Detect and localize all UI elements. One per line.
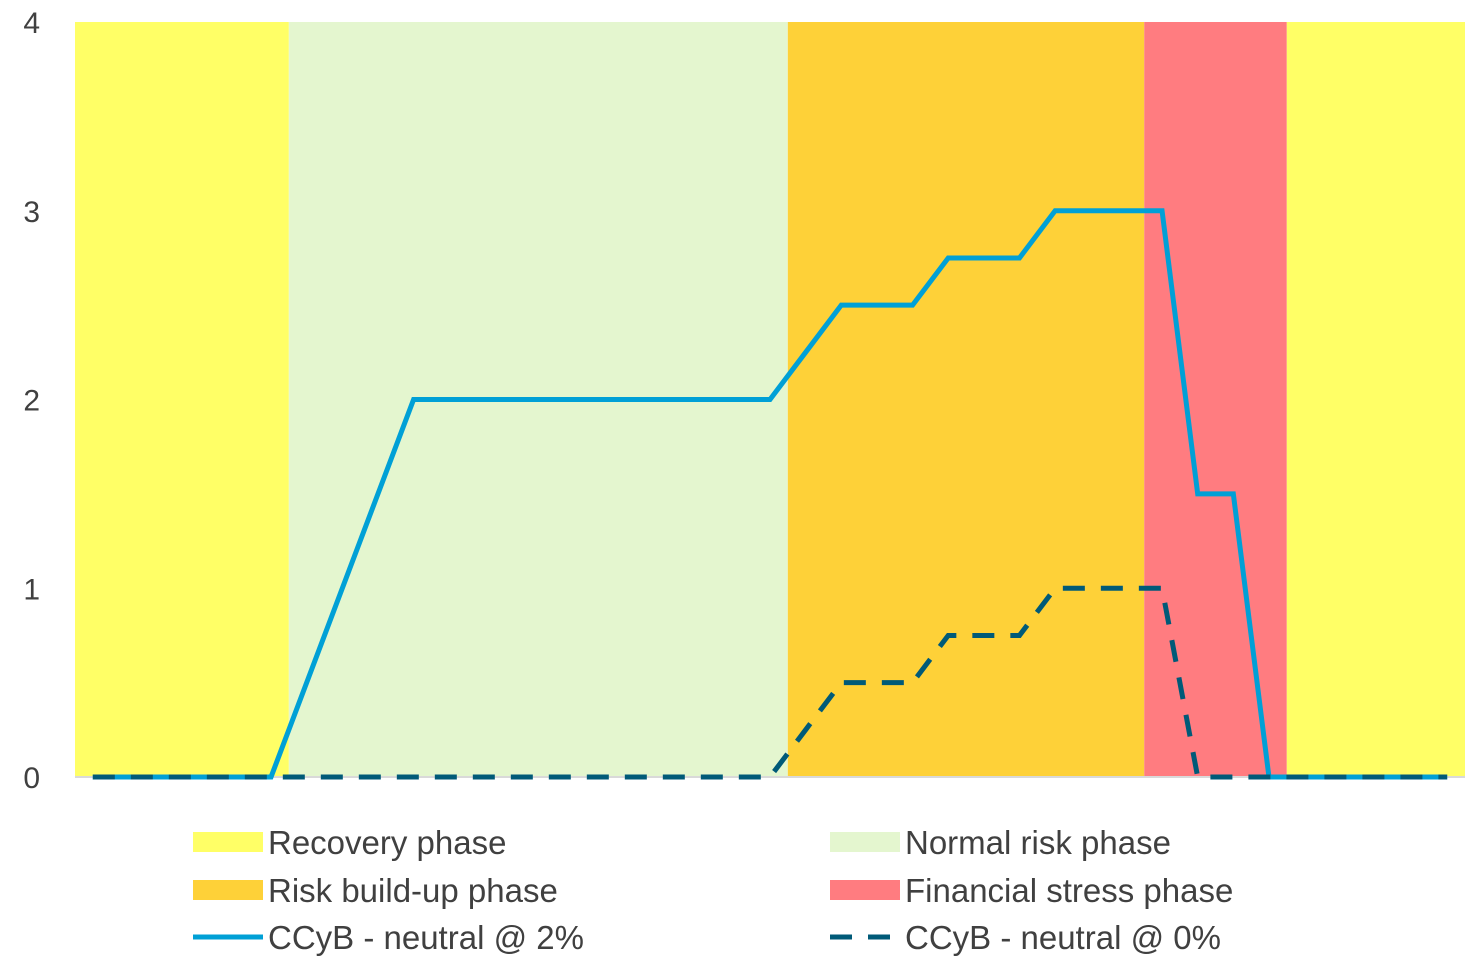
legend-item-recovery-phase: Recovery phase [193,824,506,861]
phase-band-recovery-phase-0 [75,22,289,777]
phase-band-financial-stress-phase-3 [1144,22,1287,777]
legend-label: Recovery phase [268,824,506,861]
y-tick-label-1: 1 [23,573,40,606]
legend-swatch [830,880,900,900]
legend: Recovery phase Normal risk phase Risk buil… [193,824,1233,956]
legend-label: Financial stress phase [905,872,1233,909]
legend-label: CCyB - neutral @ 0% [905,919,1221,956]
phase-band-risk-build-up-phase-2 [787,22,1145,777]
legend-item-risk-build-up-phase: Risk build-up phase [193,872,558,909]
series-line-ccyb-neutral-0 [92,585,1448,780]
y-tick-label-2: 2 [23,385,40,418]
legend-label: CCyB - neutral @ 2% [268,919,584,956]
y-tick-label-0: 0 [23,762,40,795]
legend-item-financial-stress-phase: Financial stress phase [830,872,1233,909]
legend-item-ccyb-neutral-2: CCyB - neutral @ 2% [193,919,584,956]
series-lines [92,208,1448,780]
y-tick-label-4: 4 [23,7,40,40]
phase-band-recovery-phase-4 [1286,22,1465,777]
y-tick-label-3: 3 [23,196,40,229]
legend-swatch [193,880,263,900]
legend-swatch [193,832,263,852]
legend-label: Normal risk phase [905,824,1171,861]
series-line-ccyb-neutral-2 [92,208,1448,780]
legend-item-normal-risk-phase: Normal risk phase [830,824,1171,861]
legend-label: Risk build-up phase [268,872,558,909]
legend-item-ccyb-neutral-0: CCyB - neutral @ 0% [830,919,1221,956]
y-axis: 0 1 2 3 4 [23,7,1465,795]
legend-swatch [830,832,900,852]
